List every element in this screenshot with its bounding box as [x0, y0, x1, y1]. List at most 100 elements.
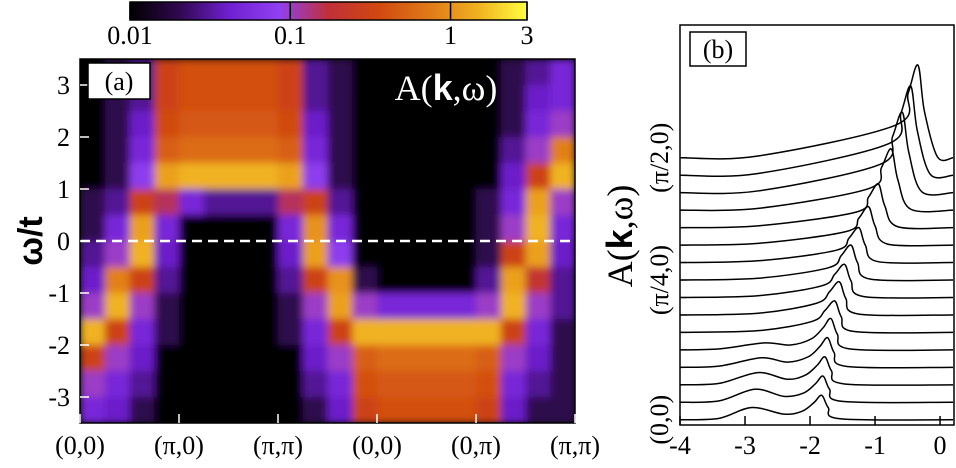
heatmap-cell	[500, 293, 527, 320]
heatmap-cell	[525, 319, 551, 346]
heatmap-cell	[401, 137, 428, 164]
heatmap-cell	[80, 215, 106, 242]
heatmap-cell	[377, 345, 403, 372]
heatmap-cell	[104, 319, 131, 346]
heatmap-cell	[302, 293, 329, 320]
heatmap-cell	[80, 111, 106, 138]
heatmap-cell	[327, 293, 353, 320]
heatmap-cell	[253, 215, 279, 242]
heatmap-cell	[500, 189, 527, 216]
heatmap-cell	[278, 397, 304, 423]
heatmap-cell	[253, 267, 279, 294]
heatmap-cell	[476, 189, 502, 216]
heatmap-cell	[426, 163, 452, 190]
heatmap-cell	[253, 85, 279, 112]
heatmap-cell	[500, 241, 527, 268]
heatmap-cell	[352, 85, 378, 112]
heatmap-area	[80, 59, 575, 423]
heatmap-cell	[228, 189, 254, 216]
heatmap-cell	[550, 371, 575, 398]
heatmap-cell	[401, 241, 428, 268]
heatmap-cell	[426, 371, 452, 398]
heatmap-cell	[179, 397, 205, 423]
heatmap-cell	[80, 163, 106, 190]
heatmap-cell	[302, 85, 329, 112]
heatmap-cell	[179, 189, 205, 216]
heatmap-cell	[476, 137, 502, 164]
heatmap-cell	[104, 293, 131, 320]
heatmap-cell	[327, 137, 353, 164]
heatmap-cell	[401, 293, 428, 320]
heatmap-cell	[179, 241, 205, 268]
heatmap-cell	[426, 59, 452, 86]
heatmap-cell	[476, 85, 502, 112]
heatmap-cell	[451, 163, 477, 190]
heatmap-cell	[154, 137, 180, 164]
heatmap-cell	[352, 163, 378, 190]
heatmap-cell	[104, 371, 131, 398]
heatmap-cell	[278, 293, 304, 320]
heatmap-cell	[377, 137, 403, 164]
heatmap-cell	[228, 111, 254, 138]
heatmap-cell	[550, 215, 575, 242]
heatmap-cell	[426, 189, 452, 216]
heatmap-cell	[278, 345, 304, 372]
heatmap-cell	[203, 371, 230, 398]
heatmap-cell	[129, 319, 155, 346]
heatmap-cell	[377, 189, 403, 216]
heatmap-cell	[550, 85, 575, 112]
heatmap-cell	[426, 111, 452, 138]
heatmap-cell	[525, 215, 551, 242]
heatmap-cell	[253, 397, 279, 423]
heatmap-cell	[80, 319, 106, 346]
heatmap-cell	[525, 397, 551, 423]
heatmap-cell	[179, 215, 205, 242]
heatmap-cell	[550, 163, 575, 190]
spectrum-curve	[679, 263, 954, 299]
heatmap-cell	[500, 319, 527, 346]
heatmap-cell	[129, 371, 155, 398]
heatmap-cell	[278, 163, 304, 190]
heatmap-cell	[476, 267, 502, 294]
heatmap-cell	[377, 319, 403, 346]
heatmap-cell	[80, 293, 106, 320]
spectrum-curve	[679, 300, 954, 334]
y-tick-label: -2	[48, 331, 70, 360]
heatmap-cell	[550, 137, 575, 164]
heatmap-cell	[377, 215, 403, 242]
heatmap-cell	[154, 111, 180, 138]
heatmap-cell	[377, 293, 403, 320]
heatmap-cell	[377, 267, 403, 294]
heatmap-cell	[401, 163, 428, 190]
heatmap-cell	[401, 215, 428, 242]
heatmap-cell	[302, 397, 329, 423]
heatmap-cell	[129, 215, 155, 242]
heatmap-cell	[352, 59, 378, 86]
heatmap-cell	[253, 59, 279, 86]
heatmap-cell	[129, 241, 155, 268]
heatmap-cell	[302, 137, 329, 164]
heatmap-cell	[327, 241, 353, 268]
heatmap-cell	[253, 319, 279, 346]
heatmap-cell	[500, 215, 527, 242]
heatmap-cell	[154, 163, 180, 190]
heatmap-cell	[179, 163, 205, 190]
heatmap-cell	[203, 241, 230, 268]
heatmap-cell	[476, 163, 502, 190]
heatmap-cell	[550, 345, 575, 372]
heatmap-cell	[525, 59, 551, 86]
heatmap-cell	[550, 111, 575, 138]
heatmap-cell	[228, 345, 254, 372]
heatmap-cell	[104, 267, 131, 294]
heatmap-cell	[253, 293, 279, 320]
heatmap-cell	[525, 241, 551, 268]
panel-label: (a)	[105, 67, 134, 96]
heatmap-cell	[377, 111, 403, 138]
heatmap-cell	[426, 345, 452, 372]
heatmap-cell	[352, 241, 378, 268]
heatmap-cell	[302, 319, 329, 346]
heatmap-cell	[302, 189, 329, 216]
heatmap-cell	[278, 111, 304, 138]
heatmap-cell	[500, 111, 527, 138]
heatmap-cell	[476, 59, 502, 86]
